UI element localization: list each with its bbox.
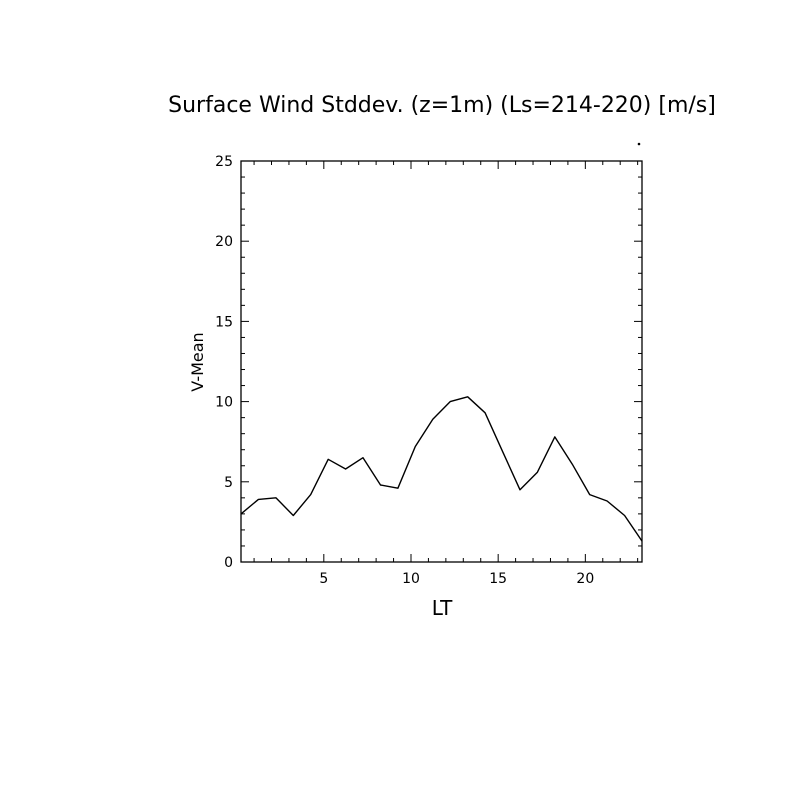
y-tick-label: 0 xyxy=(224,555,233,571)
axis-ticks: 0 5 10 15 20 25 5 10 15 20 xyxy=(215,154,642,587)
series-line xyxy=(240,396,643,542)
corner-dot xyxy=(637,142,641,146)
x-tick-label: 20 xyxy=(576,571,594,587)
y-tick-label: 20 xyxy=(215,234,233,250)
y-tick-label: 25 xyxy=(215,154,233,170)
y-tick-label: 5 xyxy=(224,475,233,491)
y-axis-label: V-Mean xyxy=(188,332,207,391)
y-tick-label: 10 xyxy=(215,395,233,411)
x-tick-label: 15 xyxy=(489,571,507,587)
axes xyxy=(240,160,643,563)
chart-title: Surface Wind Stddev. (z=1m) (Ls=214-220)… xyxy=(168,93,716,118)
x-axis-label: LT xyxy=(432,596,453,620)
y-tick-label: 15 xyxy=(215,314,233,330)
series-group xyxy=(240,396,643,542)
x-tick-label: 5 xyxy=(319,571,328,587)
plot-frame xyxy=(240,160,643,563)
x-tick-label: 10 xyxy=(402,571,420,587)
